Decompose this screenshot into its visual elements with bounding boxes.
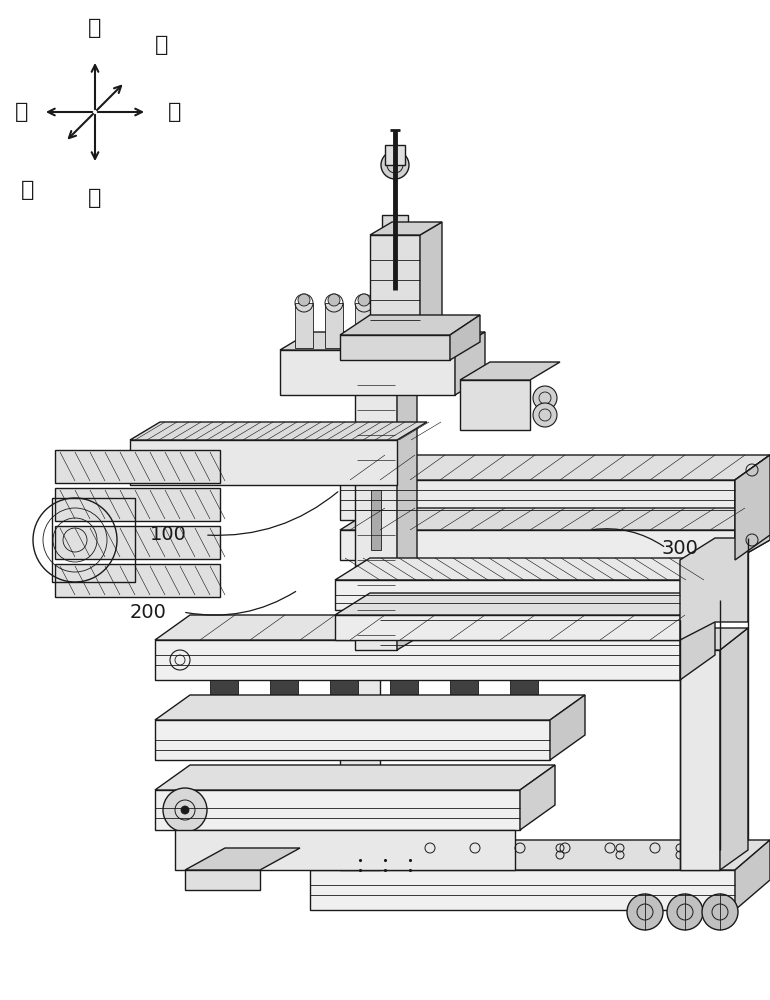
Polygon shape xyxy=(371,490,381,550)
Polygon shape xyxy=(130,422,427,440)
Circle shape xyxy=(163,788,207,832)
Polygon shape xyxy=(280,332,485,350)
Text: 300: 300 xyxy=(661,538,698,558)
Polygon shape xyxy=(55,526,220,559)
Polygon shape xyxy=(460,362,560,380)
Polygon shape xyxy=(340,622,408,645)
Polygon shape xyxy=(210,680,238,700)
Circle shape xyxy=(328,294,340,306)
Text: 右: 右 xyxy=(169,102,182,122)
Polygon shape xyxy=(55,564,220,597)
Polygon shape xyxy=(355,340,397,650)
Polygon shape xyxy=(450,315,480,360)
Polygon shape xyxy=(340,530,735,560)
Polygon shape xyxy=(175,830,515,870)
Polygon shape xyxy=(610,608,628,628)
Polygon shape xyxy=(680,628,748,650)
Text: 上: 上 xyxy=(89,18,102,38)
Polygon shape xyxy=(735,840,770,910)
Polygon shape xyxy=(330,680,358,700)
Polygon shape xyxy=(340,335,450,360)
Polygon shape xyxy=(397,328,417,650)
Polygon shape xyxy=(185,848,300,870)
Polygon shape xyxy=(450,680,478,700)
Polygon shape xyxy=(460,380,530,430)
Polygon shape xyxy=(280,350,455,395)
Polygon shape xyxy=(385,303,403,348)
Polygon shape xyxy=(370,222,442,235)
Polygon shape xyxy=(185,870,260,890)
Polygon shape xyxy=(735,455,770,560)
Polygon shape xyxy=(335,593,715,615)
Polygon shape xyxy=(130,440,397,485)
Polygon shape xyxy=(55,450,220,483)
Polygon shape xyxy=(720,628,748,870)
Polygon shape xyxy=(385,145,405,165)
Polygon shape xyxy=(382,215,408,235)
Polygon shape xyxy=(520,765,555,830)
Polygon shape xyxy=(355,303,373,348)
Polygon shape xyxy=(735,455,770,560)
Circle shape xyxy=(181,806,189,814)
Polygon shape xyxy=(360,608,378,628)
Circle shape xyxy=(358,294,370,306)
Text: 前: 前 xyxy=(22,180,35,200)
Circle shape xyxy=(298,294,310,306)
Circle shape xyxy=(702,894,738,930)
Polygon shape xyxy=(455,332,485,395)
Polygon shape xyxy=(680,615,715,680)
Polygon shape xyxy=(310,870,735,910)
Polygon shape xyxy=(410,608,428,628)
Circle shape xyxy=(627,894,663,930)
Polygon shape xyxy=(295,303,313,348)
Polygon shape xyxy=(55,488,220,521)
Polygon shape xyxy=(340,600,748,622)
Circle shape xyxy=(381,151,409,179)
Polygon shape xyxy=(270,680,298,700)
Polygon shape xyxy=(735,455,770,520)
Text: 200: 200 xyxy=(129,602,166,621)
Polygon shape xyxy=(155,790,520,830)
Polygon shape xyxy=(155,615,715,640)
Polygon shape xyxy=(735,508,770,560)
Polygon shape xyxy=(340,315,480,335)
Polygon shape xyxy=(347,340,405,355)
Polygon shape xyxy=(550,695,585,760)
Polygon shape xyxy=(155,720,550,760)
Circle shape xyxy=(533,403,557,427)
Polygon shape xyxy=(390,680,418,700)
Polygon shape xyxy=(155,695,585,720)
Polygon shape xyxy=(155,765,555,790)
Polygon shape xyxy=(460,608,478,628)
Circle shape xyxy=(533,386,557,410)
Text: 左: 左 xyxy=(15,102,28,122)
Polygon shape xyxy=(560,608,578,628)
Polygon shape xyxy=(420,222,442,340)
Polygon shape xyxy=(370,235,420,340)
Polygon shape xyxy=(340,600,380,645)
Polygon shape xyxy=(335,580,680,610)
Polygon shape xyxy=(340,508,770,530)
Polygon shape xyxy=(510,680,538,700)
Text: 后: 后 xyxy=(156,35,169,55)
Polygon shape xyxy=(680,650,720,870)
Text: 下: 下 xyxy=(89,188,102,208)
Polygon shape xyxy=(340,645,380,870)
Polygon shape xyxy=(340,455,770,480)
Polygon shape xyxy=(510,608,528,628)
Polygon shape xyxy=(335,615,680,640)
Polygon shape xyxy=(335,558,715,580)
Circle shape xyxy=(667,894,703,930)
Polygon shape xyxy=(155,640,680,680)
Polygon shape xyxy=(680,538,748,640)
Text: 100: 100 xyxy=(149,526,186,544)
Polygon shape xyxy=(325,303,343,348)
Polygon shape xyxy=(340,480,735,520)
Polygon shape xyxy=(310,840,770,870)
Circle shape xyxy=(388,294,400,306)
